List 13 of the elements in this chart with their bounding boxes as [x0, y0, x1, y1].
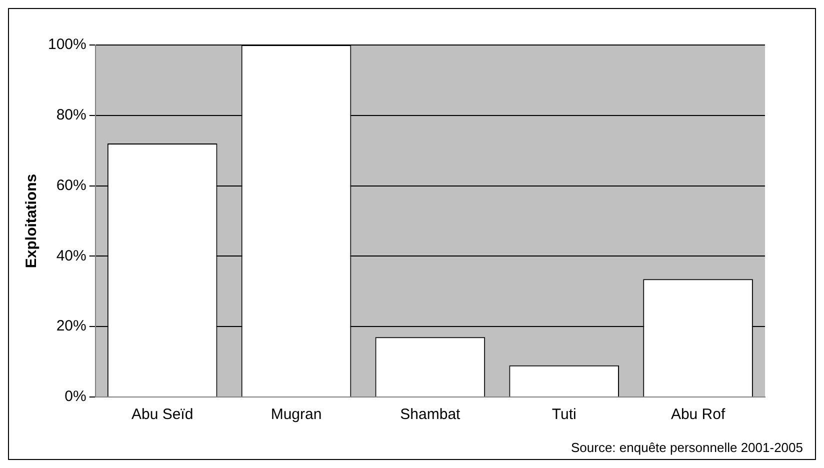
y-tick-label: 40%: [56, 247, 86, 264]
x-tick-label: Shambat: [400, 406, 462, 424]
y-tick-label: 0%: [64, 388, 86, 406]
y-tick-label: 80%: [56, 106, 86, 124]
y-tick-label: 60%: [56, 176, 86, 194]
x-tick-label: Abu Seïd: [131, 406, 194, 424]
y-tick-label: 100%: [48, 36, 86, 54]
x-tick-label: Abu Rof: [670, 406, 726, 424]
y-axis-title: Exploitations: [23, 174, 40, 268]
x-tick-label: Tuti: [552, 406, 576, 424]
source-note: Source: enquête personnelle 2001-2005: [570, 440, 803, 456]
x-tick-label: Mugran: [270, 406, 322, 424]
y-tick-label: 20%: [56, 318, 86, 335]
